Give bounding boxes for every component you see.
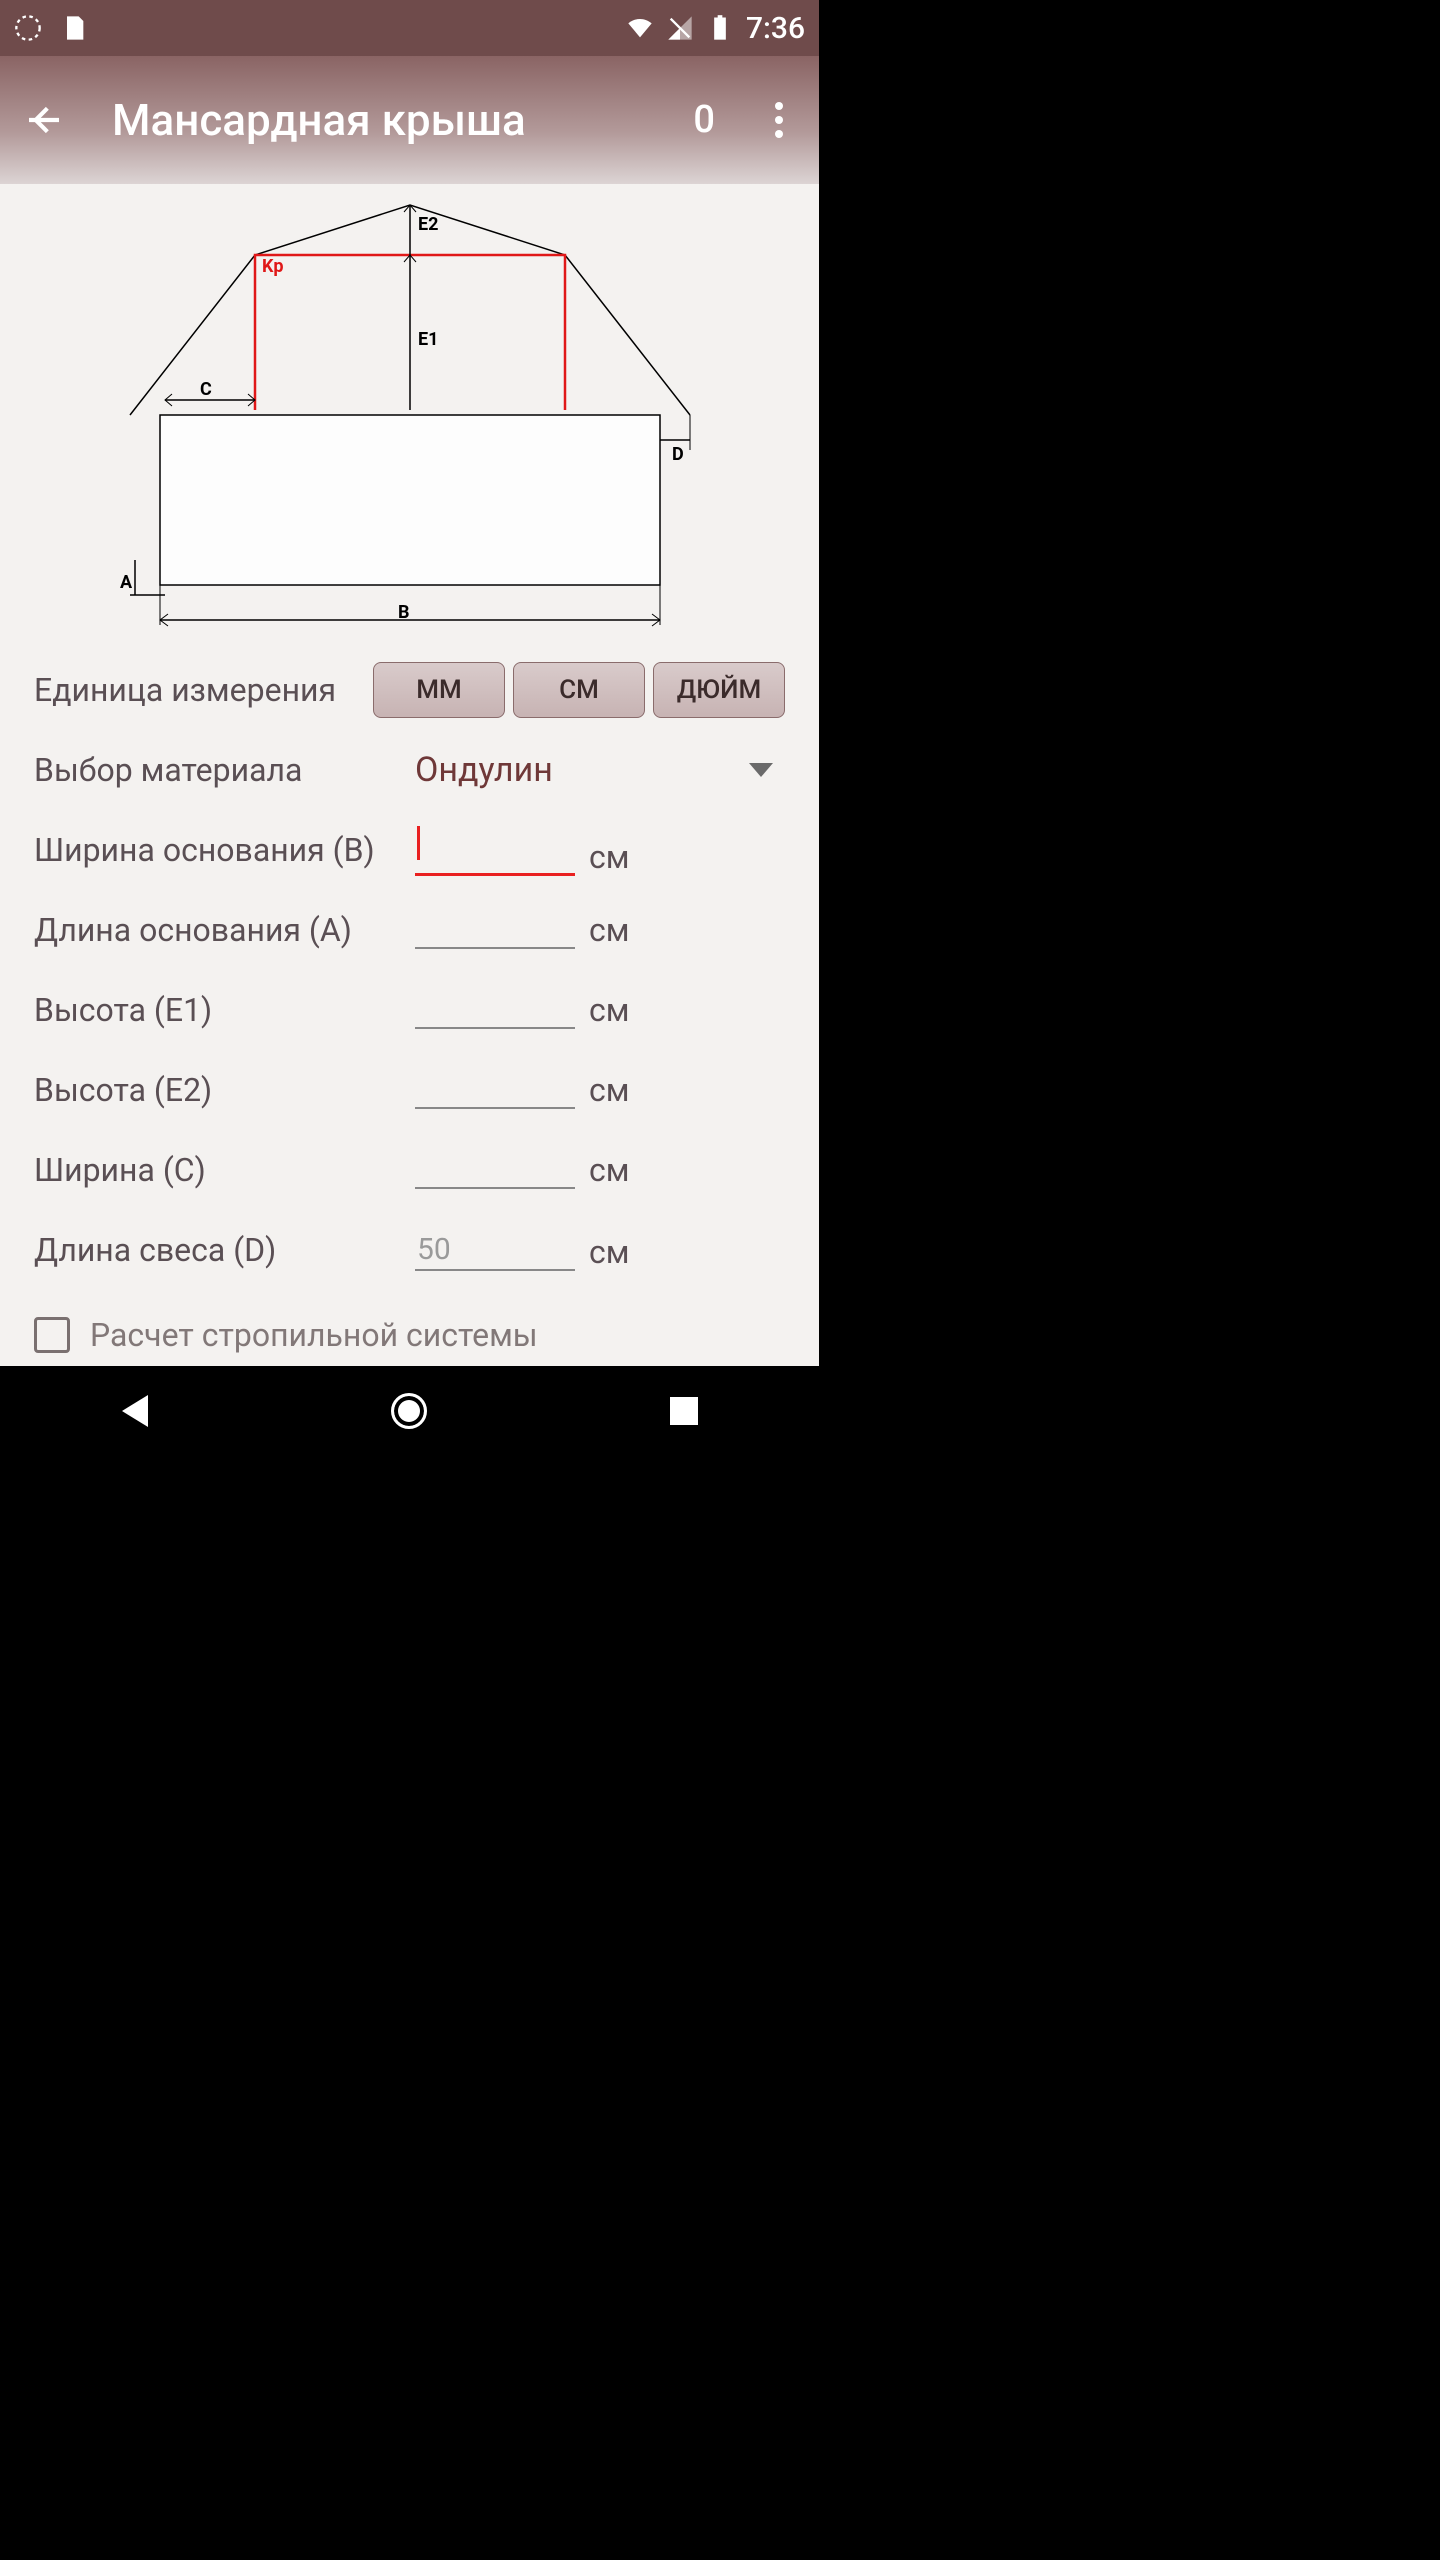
row-checkbox: Расчет стропильной системы (0, 1290, 819, 1354)
android-navbar (0, 1366, 819, 1456)
statusbar-right: 7:36 (626, 11, 805, 46)
loading-icon (14, 14, 42, 42)
unit-width-c: см (589, 1151, 629, 1189)
label-width-c: Ширина (C) (34, 1151, 415, 1189)
unit-overhang-d: см (589, 1233, 629, 1271)
signal-icon (666, 14, 694, 42)
material-selected: Ондулин (415, 750, 553, 790)
nav-back-icon[interactable] (122, 1395, 148, 1427)
input-overhang-d[interactable]: 50 (415, 1230, 575, 1271)
label-b: B (398, 602, 410, 623)
rafter-checkbox-label: Расчет стропильной системы (90, 1316, 538, 1354)
sd-card-icon (60, 14, 88, 42)
unit-inch-button[interactable]: ДЮЙМ (653, 662, 785, 718)
appbar: Мансардная крыша 0 (0, 56, 819, 184)
field-width-b-wrap: см (415, 824, 785, 876)
wifi-icon (626, 14, 654, 42)
unit-buttons: ММ СМ ДЮЙМ (373, 662, 785, 718)
input-length-a[interactable] (415, 943, 575, 949)
page-title: Мансардная крыша (112, 94, 693, 146)
screen: 7:36 Мансардная крыша 0 (0, 0, 819, 1456)
back-button[interactable] (20, 96, 68, 144)
row-length-a: Длина основания (A) см (0, 890, 819, 970)
nav-home-icon[interactable] (391, 1393, 427, 1429)
unit-cm-button[interactable]: СМ (513, 662, 645, 718)
label-overhang-d: Длина свеса (D) (34, 1231, 415, 1269)
label-width-b: Ширина основания (B) (34, 831, 415, 869)
unit-height-e2: см (589, 1071, 629, 1109)
input-width-c[interactable] (415, 1183, 575, 1189)
label-length-a: Длина основания (A) (34, 911, 415, 949)
unit-width-b: см (589, 838, 629, 876)
input-height-e1[interactable] (415, 1023, 575, 1029)
label-height-e2: Высота (E2) (34, 1071, 415, 1109)
label-unit: Единица измерения (34, 671, 373, 709)
row-height-e2: Высота (E2) см (0, 1050, 819, 1130)
label-kp: Kp (262, 256, 284, 277)
label-height-e1: Высота (E1) (34, 991, 415, 1029)
input-width-b[interactable] (415, 824, 575, 876)
rafter-checkbox[interactable] (34, 1317, 70, 1353)
row-overhang-d: Длина свеса (D) 50 см (0, 1210, 819, 1290)
more-button[interactable] (759, 96, 799, 144)
battery-icon (706, 14, 734, 42)
input-height-e2[interactable] (415, 1103, 575, 1109)
statusbar: 7:36 (0, 0, 819, 56)
label-e1: E1 (418, 329, 438, 350)
unit-length-a: см (589, 911, 629, 949)
appbar-count: 0 (693, 98, 715, 142)
label-e2: E2 (418, 214, 438, 235)
unit-height-e1: см (589, 991, 629, 1029)
content: Kp E2 E1 C D A B Единица измерения ММ СМ… (0, 184, 819, 1366)
label-d: D (672, 444, 684, 465)
chevron-down-icon (749, 763, 773, 777)
roof-diagram: Kp E2 E1 C D A B (120, 200, 700, 630)
row-unit: Единица измерения ММ СМ ДЮЙМ (0, 650, 819, 730)
label-c: C (200, 379, 212, 400)
row-height-e1: Высота (E1) см (0, 970, 819, 1050)
label-material: Выбор материала (34, 751, 415, 789)
material-select[interactable]: Ондулин (415, 750, 785, 790)
unit-mm-button[interactable]: ММ (373, 662, 505, 718)
row-width-b: Ширина основания (B) см (0, 810, 819, 890)
statusbar-time: 7:36 (746, 11, 805, 46)
row-width-c: Ширина (C) см (0, 1130, 819, 1210)
row-material: Выбор материала Ондулин (0, 730, 819, 810)
statusbar-left (14, 14, 88, 42)
label-a: A (120, 572, 133, 593)
nav-recent-icon[interactable] (670, 1397, 698, 1425)
diagram-container: Kp E2 E1 C D A B (0, 200, 819, 630)
